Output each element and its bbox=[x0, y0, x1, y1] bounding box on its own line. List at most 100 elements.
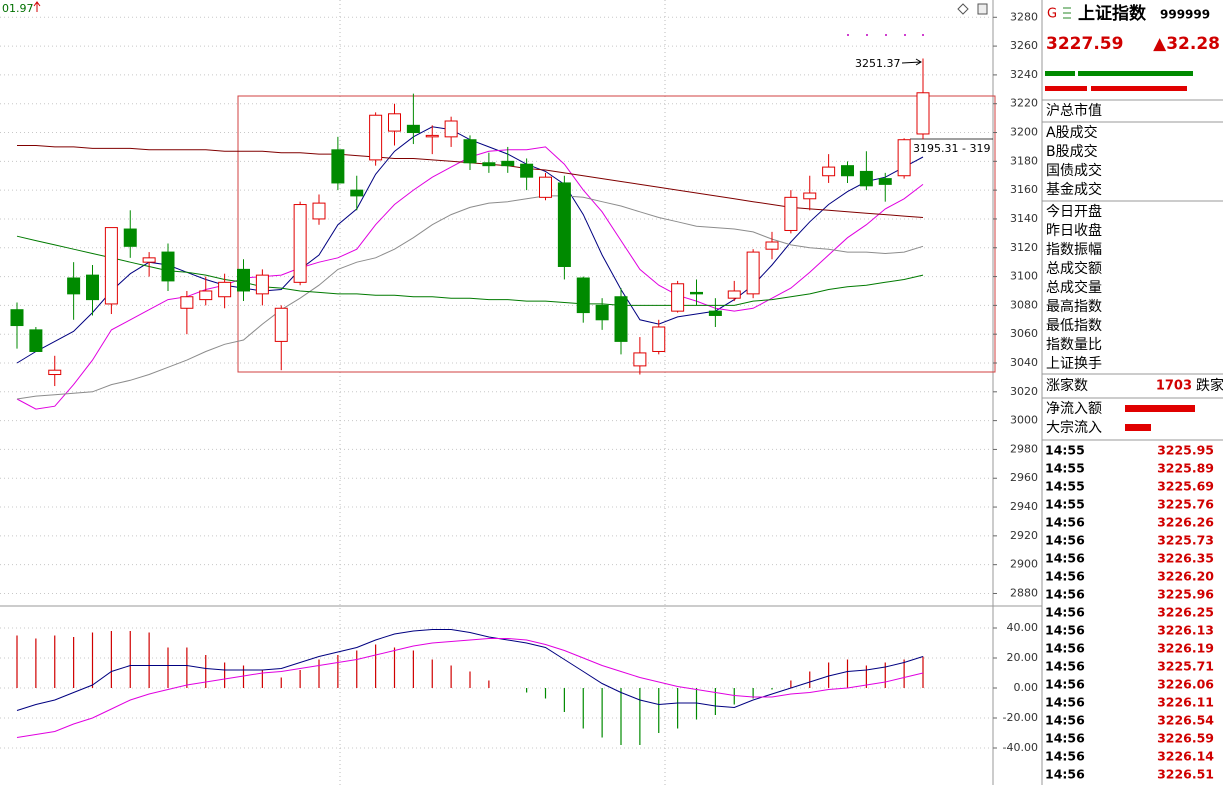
y-tick-label: 3060 bbox=[1010, 327, 1038, 340]
stat-label: 指数振幅 bbox=[1046, 242, 1102, 258]
candle-body bbox=[576, 277, 590, 314]
y-tick-label: 3240 bbox=[1010, 68, 1038, 81]
candle-body bbox=[218, 281, 232, 298]
tick-price: 3226.54 bbox=[1157, 713, 1214, 728]
tick-time: 14:55 bbox=[1045, 479, 1085, 494]
candle-body bbox=[312, 202, 326, 220]
stat-label: 最低指数 bbox=[1046, 318, 1102, 334]
tick-time: 14:56 bbox=[1045, 623, 1085, 638]
y-tick-label: 0.00 bbox=[1014, 681, 1039, 694]
candle-body bbox=[425, 134, 439, 138]
y-tick-label: 2880 bbox=[1010, 586, 1038, 599]
candle-body bbox=[161, 251, 175, 282]
flow-label: 大宗流入 bbox=[1046, 420, 1102, 436]
tick-price: 3226.20 bbox=[1157, 569, 1214, 584]
y-tick-label: 2920 bbox=[1010, 529, 1038, 542]
volume-bar bbox=[1045, 86, 1087, 91]
tick-time: 14:56 bbox=[1045, 605, 1085, 620]
tick-price: 3226.51 bbox=[1157, 767, 1214, 782]
marker-dot bbox=[847, 34, 849, 36]
high-annotation: 3251.37 bbox=[855, 57, 901, 70]
stat-label: 最高指数 bbox=[1046, 298, 1102, 315]
corner-annotation: 01.97 bbox=[2, 2, 34, 15]
y-tick-label: 3120 bbox=[1010, 241, 1038, 254]
stat-label: A股成交 bbox=[1046, 124, 1098, 141]
flow-label: 净流入额 bbox=[1046, 401, 1102, 417]
stat-label: 总成交量 bbox=[1046, 279, 1102, 296]
candle-body bbox=[10, 309, 24, 327]
y-tick-label: 3220 bbox=[1010, 97, 1038, 110]
tick-time: 14:56 bbox=[1045, 767, 1085, 782]
candle-body bbox=[350, 189, 364, 197]
panel-tag: G bbox=[1047, 7, 1057, 22]
tick-time: 14:56 bbox=[1045, 659, 1085, 674]
candle-body bbox=[841, 165, 854, 177]
candle-body bbox=[237, 268, 250, 292]
tick-time: 14:56 bbox=[1045, 551, 1085, 566]
tick-price: 3225.76 bbox=[1157, 497, 1214, 512]
low-annotation: 3195.31 - 319 bbox=[913, 142, 990, 155]
candle-body bbox=[803, 192, 817, 200]
candle-body bbox=[255, 274, 269, 295]
tick-time: 14:56 bbox=[1045, 533, 1085, 548]
diamond-icon[interactable] bbox=[957, 3, 969, 15]
candle-body bbox=[388, 113, 401, 132]
candle-body bbox=[557, 182, 571, 267]
decline-label: 跌家 bbox=[1196, 377, 1223, 394]
stat-label: 今日开盘 bbox=[1046, 203, 1102, 220]
candle-body bbox=[199, 290, 213, 301]
tick-price: 3225.73 bbox=[1157, 533, 1214, 548]
y-tick-label: 3140 bbox=[1010, 212, 1038, 225]
stat-label: 国债成交 bbox=[1046, 162, 1102, 179]
y-tick-label: -40.00 bbox=[1003, 741, 1038, 754]
stat-label: 指数量比 bbox=[1046, 337, 1102, 353]
y-tick-label: 2940 bbox=[1010, 500, 1038, 513]
candle-body bbox=[746, 251, 760, 295]
candle-body bbox=[123, 228, 137, 247]
candle-body bbox=[29, 329, 43, 352]
candle-body bbox=[539, 176, 552, 198]
candle-body bbox=[690, 291, 703, 295]
stat-label: 昨日收盘 bbox=[1046, 222, 1102, 239]
annotation-arrow bbox=[901, 58, 922, 66]
menu-icon bbox=[1063, 7, 1071, 19]
selection-box[interactable] bbox=[237, 95, 996, 373]
stat-label: B股成交 bbox=[1046, 143, 1098, 160]
candle-body bbox=[444, 120, 458, 138]
tick-price: 3226.11 bbox=[1157, 695, 1214, 710]
candle-body bbox=[48, 369, 62, 376]
stat-label: 上证换手 bbox=[1046, 355, 1102, 372]
tick-time: 14:56 bbox=[1045, 641, 1085, 656]
tick-time: 14:56 bbox=[1045, 749, 1085, 764]
tick-time: 14:55 bbox=[1045, 497, 1085, 512]
tick-time: 14:56 bbox=[1045, 731, 1085, 746]
candle-body bbox=[727, 290, 741, 299]
index-name: 上证指数 bbox=[1078, 3, 1147, 24]
y-tick-label: 3180 bbox=[1010, 154, 1038, 167]
advance-label: 涨家数 bbox=[1046, 377, 1088, 394]
flow-bar bbox=[1125, 405, 1195, 412]
tick-price: 3226.13 bbox=[1157, 623, 1214, 638]
candle-body bbox=[104, 227, 118, 305]
y-tick-label: 3000 bbox=[1010, 414, 1038, 427]
window-icon[interactable] bbox=[977, 3, 988, 15]
tick-price: 3226.26 bbox=[1157, 515, 1214, 530]
marker-dot bbox=[866, 34, 868, 36]
ma-line bbox=[16, 638, 924, 738]
tick-price: 3225.69 bbox=[1157, 479, 1214, 494]
candle-body bbox=[878, 178, 892, 185]
tick-time: 14:56 bbox=[1045, 569, 1085, 584]
tick-price: 3226.35 bbox=[1157, 551, 1214, 566]
tick-price: 3226.06 bbox=[1157, 677, 1214, 692]
candle-body bbox=[614, 296, 628, 342]
tick-price: 3226.59 bbox=[1157, 731, 1214, 746]
advance-count: 1703 bbox=[1156, 379, 1192, 394]
tick-time: 14:56 bbox=[1045, 695, 1085, 710]
marker-dot bbox=[904, 34, 906, 36]
tick-price: 3225.95 bbox=[1157, 443, 1214, 458]
candle-body bbox=[142, 257, 156, 263]
candle-body bbox=[369, 114, 383, 161]
candle-body bbox=[293, 204, 307, 283]
